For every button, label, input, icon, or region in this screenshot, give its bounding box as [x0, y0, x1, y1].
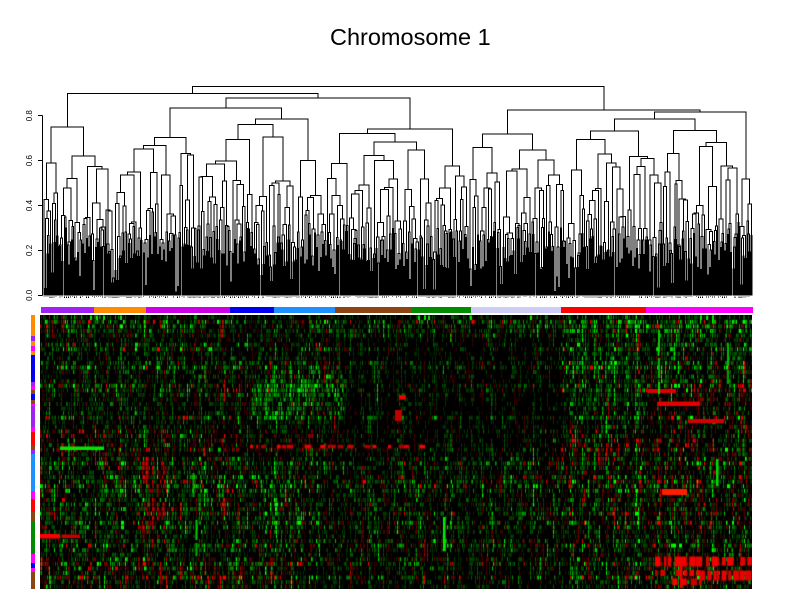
svg-text:0.8: 0.8 — [25, 110, 34, 122]
svg-text:0.6: 0.6 — [25, 154, 34, 166]
svg-text:0.2: 0.2 — [25, 244, 34, 256]
svg-text:0.0: 0.0 — [25, 289, 34, 301]
svg-text:0.4: 0.4 — [25, 199, 34, 211]
